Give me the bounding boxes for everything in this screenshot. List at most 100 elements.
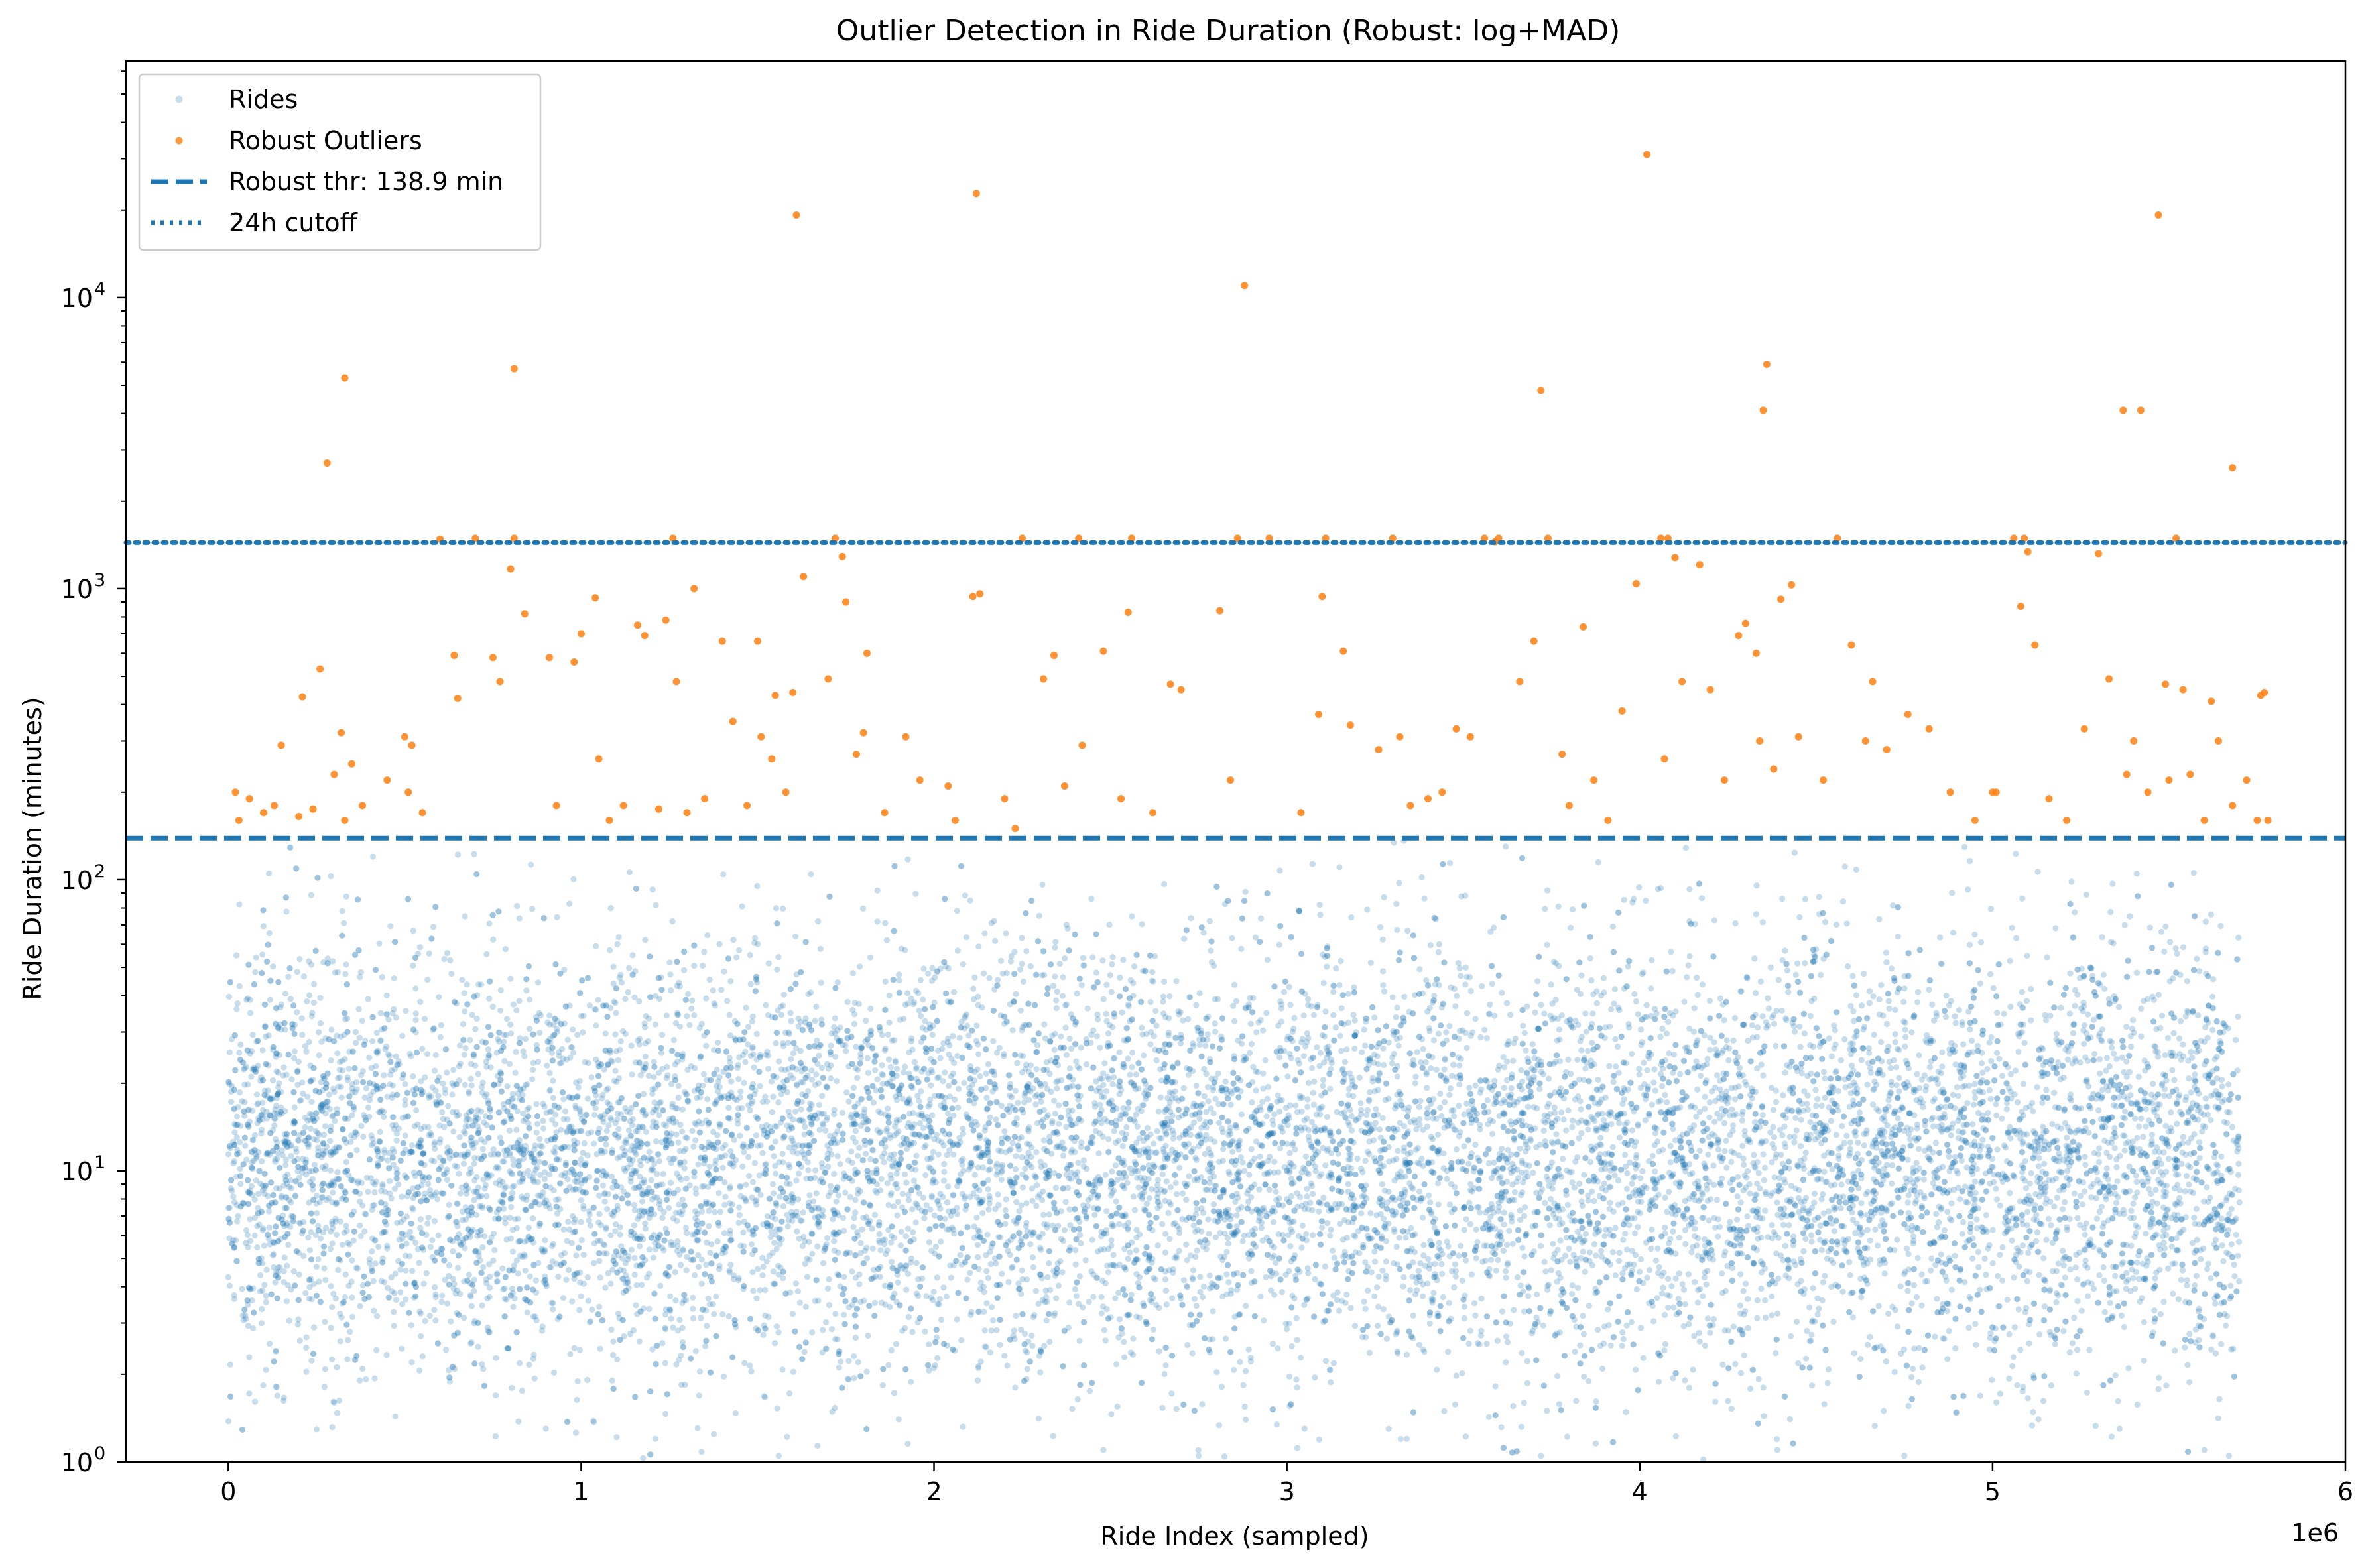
ride-point xyxy=(467,1075,474,1082)
ride-point xyxy=(1066,1299,1073,1306)
ride-point xyxy=(1881,1166,1887,1172)
ride-point xyxy=(753,1030,760,1037)
ride-point xyxy=(1351,1045,1358,1052)
ride-point xyxy=(593,943,599,949)
ride-point xyxy=(1779,895,1786,902)
ride-point xyxy=(864,1055,871,1061)
ride-point xyxy=(816,1101,823,1108)
ride-point xyxy=(1461,1143,1467,1150)
ride-point xyxy=(1861,1142,1868,1149)
ride-point xyxy=(448,971,455,977)
ride-point xyxy=(878,1299,885,1306)
ride-point xyxy=(1825,1366,1832,1373)
ride-point xyxy=(1744,1213,1751,1220)
ride-point xyxy=(886,992,893,999)
ride-point xyxy=(1991,1179,1997,1185)
ride-point xyxy=(1332,1024,1339,1031)
ride-point xyxy=(912,1166,919,1173)
ride-point xyxy=(1117,1316,1123,1323)
ride-point xyxy=(1609,923,1616,930)
ride-point xyxy=(1818,1103,1825,1109)
ride-point xyxy=(839,1109,845,1116)
ride-point xyxy=(1622,1230,1629,1237)
ride-point xyxy=(389,1154,396,1161)
ride-point xyxy=(642,1040,649,1047)
ride-point xyxy=(2112,1209,2119,1216)
ride-point xyxy=(410,1206,416,1213)
ride-point xyxy=(1554,1246,1561,1253)
ride-point xyxy=(1795,1195,1802,1201)
ride-point xyxy=(2039,1168,2046,1175)
ride-point xyxy=(748,1368,755,1375)
ride-point xyxy=(1305,1270,1312,1276)
ride-point xyxy=(461,1278,467,1285)
ride-point xyxy=(2143,1171,2150,1177)
ride-point xyxy=(1032,1288,1039,1294)
ride-point xyxy=(1298,1244,1305,1251)
ride-point xyxy=(960,1423,966,1430)
ride-point xyxy=(1061,1227,1068,1233)
ride-point xyxy=(733,954,740,961)
ride-point xyxy=(1858,1200,1865,1207)
ride-point xyxy=(1347,1305,1354,1311)
ride-point xyxy=(1309,1207,1316,1213)
ride-point xyxy=(1835,1087,1841,1095)
ride-point xyxy=(897,1242,904,1249)
ride-point xyxy=(1027,963,1034,969)
ride-point xyxy=(1499,1188,1506,1195)
ride-point xyxy=(948,1055,955,1062)
ride-point xyxy=(1426,1028,1433,1034)
ride-point xyxy=(929,1032,936,1038)
ride-point xyxy=(1472,1141,1479,1148)
ride-point xyxy=(967,897,973,904)
ride-point xyxy=(1650,1177,1656,1184)
ride-point xyxy=(1784,967,1790,974)
ride-point xyxy=(946,1083,952,1089)
ride-point xyxy=(1471,1300,1478,1307)
ride-point xyxy=(990,1038,997,1044)
ride-point xyxy=(1013,1153,1019,1160)
ride-point xyxy=(974,1122,981,1128)
ride-point xyxy=(446,1201,452,1208)
ride-point xyxy=(995,1191,1001,1198)
ride-point xyxy=(1761,1164,1768,1171)
ride-point xyxy=(2017,1001,2023,1008)
ride-point xyxy=(776,1058,782,1065)
ride-point xyxy=(1879,1217,1886,1224)
ride-point xyxy=(1649,1152,1656,1160)
ride-point xyxy=(2134,1401,2141,1408)
ride-point xyxy=(672,1297,679,1304)
ride-point xyxy=(631,1271,638,1278)
ride-point xyxy=(1051,1046,1058,1053)
ride-point xyxy=(690,1315,697,1322)
ride-point xyxy=(2112,1134,2119,1140)
ride-point xyxy=(294,1156,301,1162)
ride-point xyxy=(2028,985,2034,993)
ride-point xyxy=(1309,861,1316,867)
ride-point xyxy=(1049,1032,1056,1039)
ride-point xyxy=(552,1144,559,1151)
ride-point xyxy=(2226,1217,2233,1224)
ride-point xyxy=(1792,1115,1799,1121)
ride-point xyxy=(683,1267,690,1274)
ride-point xyxy=(1231,1366,1237,1373)
ride-point xyxy=(1637,1268,1643,1275)
ride-point xyxy=(2151,1307,2158,1314)
ride-point xyxy=(1529,1041,1536,1048)
ride-point xyxy=(1556,1207,1562,1214)
ride-point xyxy=(1286,1051,1293,1057)
ride-point xyxy=(1495,1066,1501,1073)
ride-point xyxy=(245,1244,251,1250)
ride-point xyxy=(629,1142,636,1150)
ride-point xyxy=(1031,1172,1038,1179)
ride-point xyxy=(780,991,787,998)
ride-point xyxy=(357,969,364,975)
ride-point xyxy=(812,1214,818,1221)
ride-point xyxy=(328,873,334,880)
ride-point xyxy=(908,1166,915,1172)
ride-point xyxy=(1324,1113,1330,1120)
ride-point xyxy=(1312,1163,1318,1170)
ride-point xyxy=(1457,1028,1463,1034)
ride-point xyxy=(1043,1317,1050,1324)
ride-point xyxy=(349,1313,356,1320)
